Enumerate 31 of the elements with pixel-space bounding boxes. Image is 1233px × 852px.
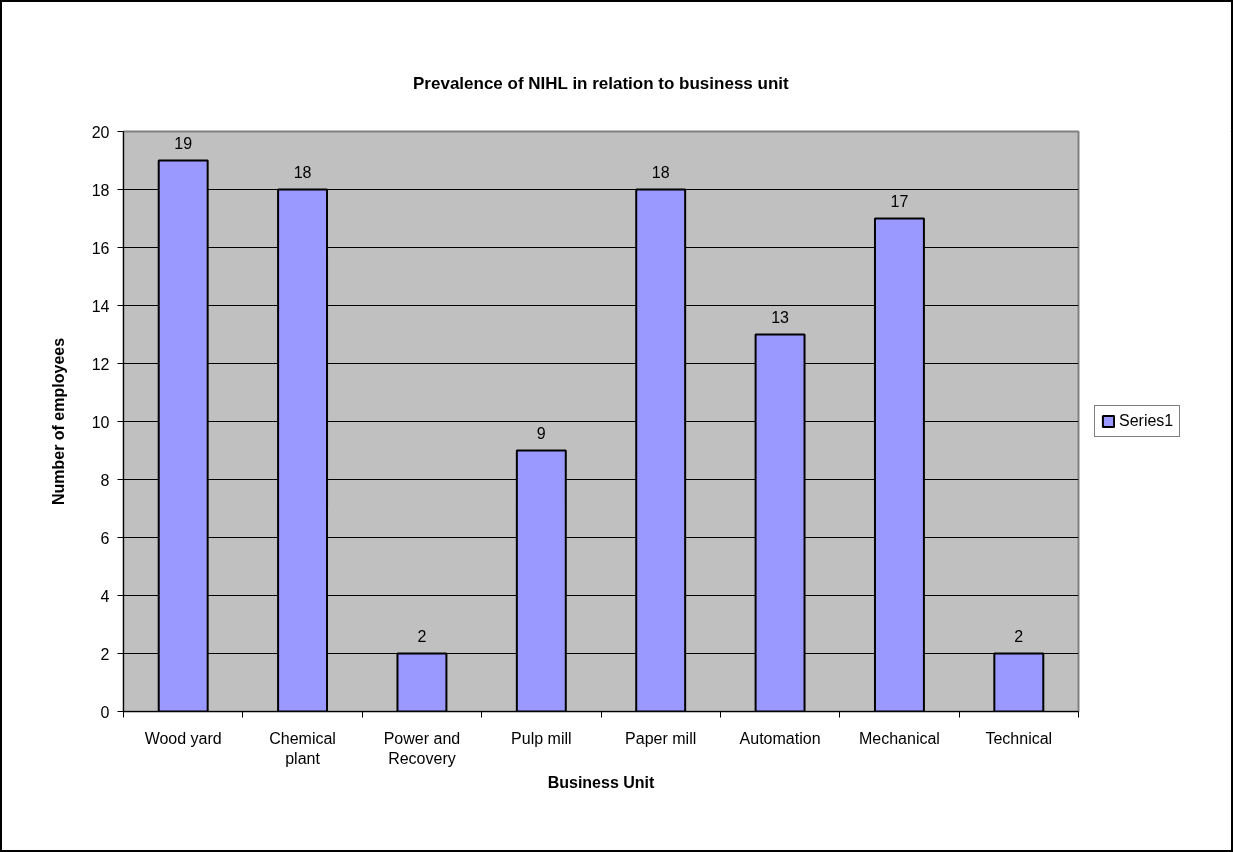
data-label: 9 bbox=[536, 424, 546, 442]
data-label: 2 bbox=[1014, 627, 1024, 645]
x-tick-label: Paper mill bbox=[625, 729, 697, 747]
y-tick-label: 10 bbox=[91, 413, 110, 431]
legend-label: Series1 bbox=[1119, 412, 1174, 430]
y-tick-label: 4 bbox=[100, 587, 110, 605]
y-tick-label: 18 bbox=[91, 181, 110, 199]
y-axis-title: Number of employees bbox=[49, 337, 67, 506]
y-tick-label: 8 bbox=[100, 471, 110, 489]
chart-title: Prevalence of NIHL in relation to business unit bbox=[413, 73, 790, 93]
y-tick-label: 0 bbox=[100, 703, 110, 721]
x-tick-label: Wood yard bbox=[144, 729, 222, 747]
x-tick-label: Automation bbox=[739, 729, 821, 747]
x-tick-label: Technical bbox=[985, 729, 1053, 747]
data-label: 19 bbox=[174, 134, 193, 152]
data-label: 18 bbox=[651, 163, 670, 181]
y-tick-label: 14 bbox=[91, 297, 110, 315]
y-tick-label: 20 bbox=[91, 123, 110, 141]
data-label: 17 bbox=[890, 192, 909, 210]
data-label: 2 bbox=[417, 627, 427, 645]
x-tick-label: Mechanical bbox=[858, 729, 940, 747]
x-tick-label: Power and Recovery bbox=[383, 729, 461, 767]
data-label: 13 bbox=[771, 308, 790, 326]
y-tick-label: 6 bbox=[100, 529, 110, 547]
x-axis-title: Business Unit bbox=[547, 773, 656, 791]
data-label: 18 bbox=[293, 163, 312, 181]
x-tick-label: Chemical plant bbox=[269, 729, 336, 767]
x-tick-label: Pulp mill bbox=[511, 729, 572, 747]
y-tick-label: 2 bbox=[100, 645, 110, 663]
y-tick-label: 16 bbox=[91, 239, 110, 257]
y-tick-label: 12 bbox=[91, 355, 110, 373]
